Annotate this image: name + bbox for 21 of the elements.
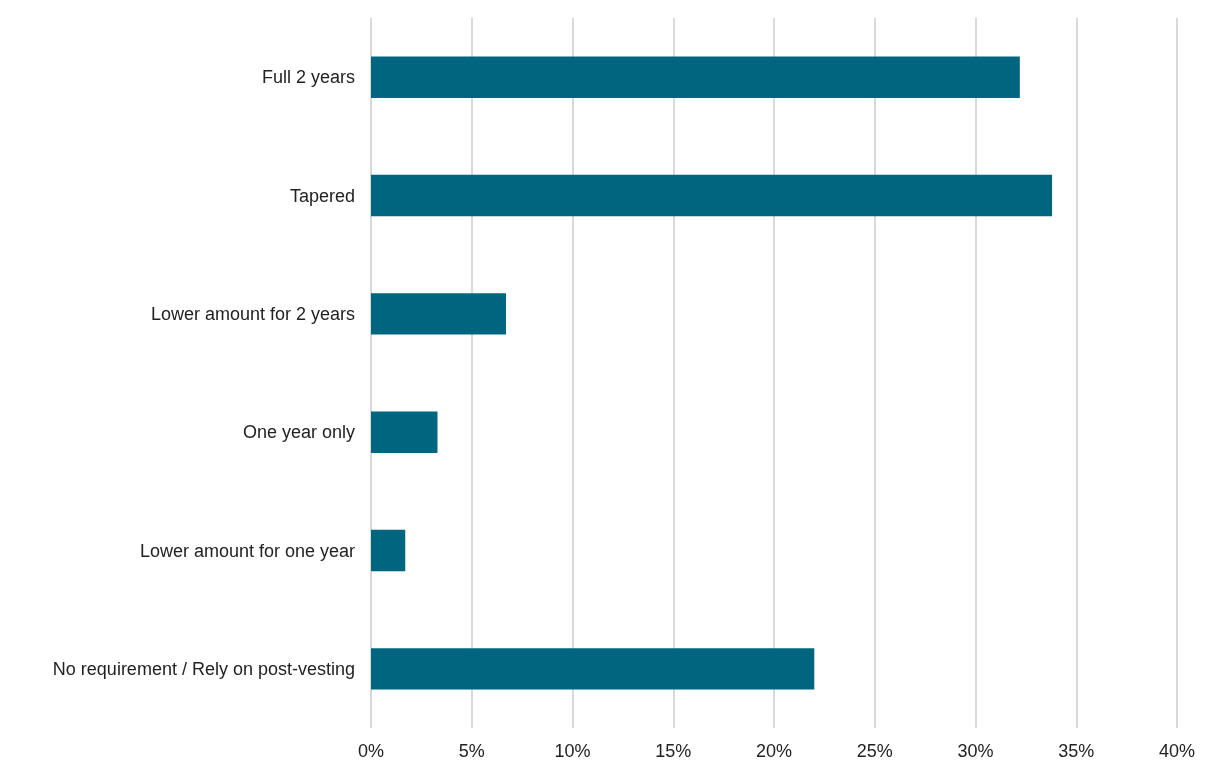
x-tick-label: 25% xyxy=(856,741,893,761)
bar xyxy=(371,529,406,572)
y-tick-label: No requirement / Rely on post-vesting xyxy=(52,658,355,679)
x-tick-label: 20% xyxy=(755,741,793,761)
x-tick-label: 35% xyxy=(1058,741,1095,761)
y-tick-label: Tapered xyxy=(289,185,355,206)
x-tick-label: 5% xyxy=(458,741,485,761)
y-tick-label: Lower amount for one year xyxy=(139,540,355,561)
x-tick-label: 30% xyxy=(957,741,994,761)
y-tick-label: One year only xyxy=(242,422,355,443)
bar xyxy=(371,411,438,453)
y-tick-label: Lower amount for 2 years xyxy=(150,303,355,324)
x-tick-label: 15% xyxy=(655,741,692,761)
bar xyxy=(371,293,507,335)
bar xyxy=(371,174,1053,217)
bar xyxy=(371,648,815,690)
bar xyxy=(371,56,1020,98)
x-tick-label: 10% xyxy=(554,741,591,761)
x-tick-label: 0% xyxy=(357,741,385,761)
y-tick-label: Full 2 years xyxy=(261,67,355,88)
x-tick-label: 40% xyxy=(1158,741,1196,761)
